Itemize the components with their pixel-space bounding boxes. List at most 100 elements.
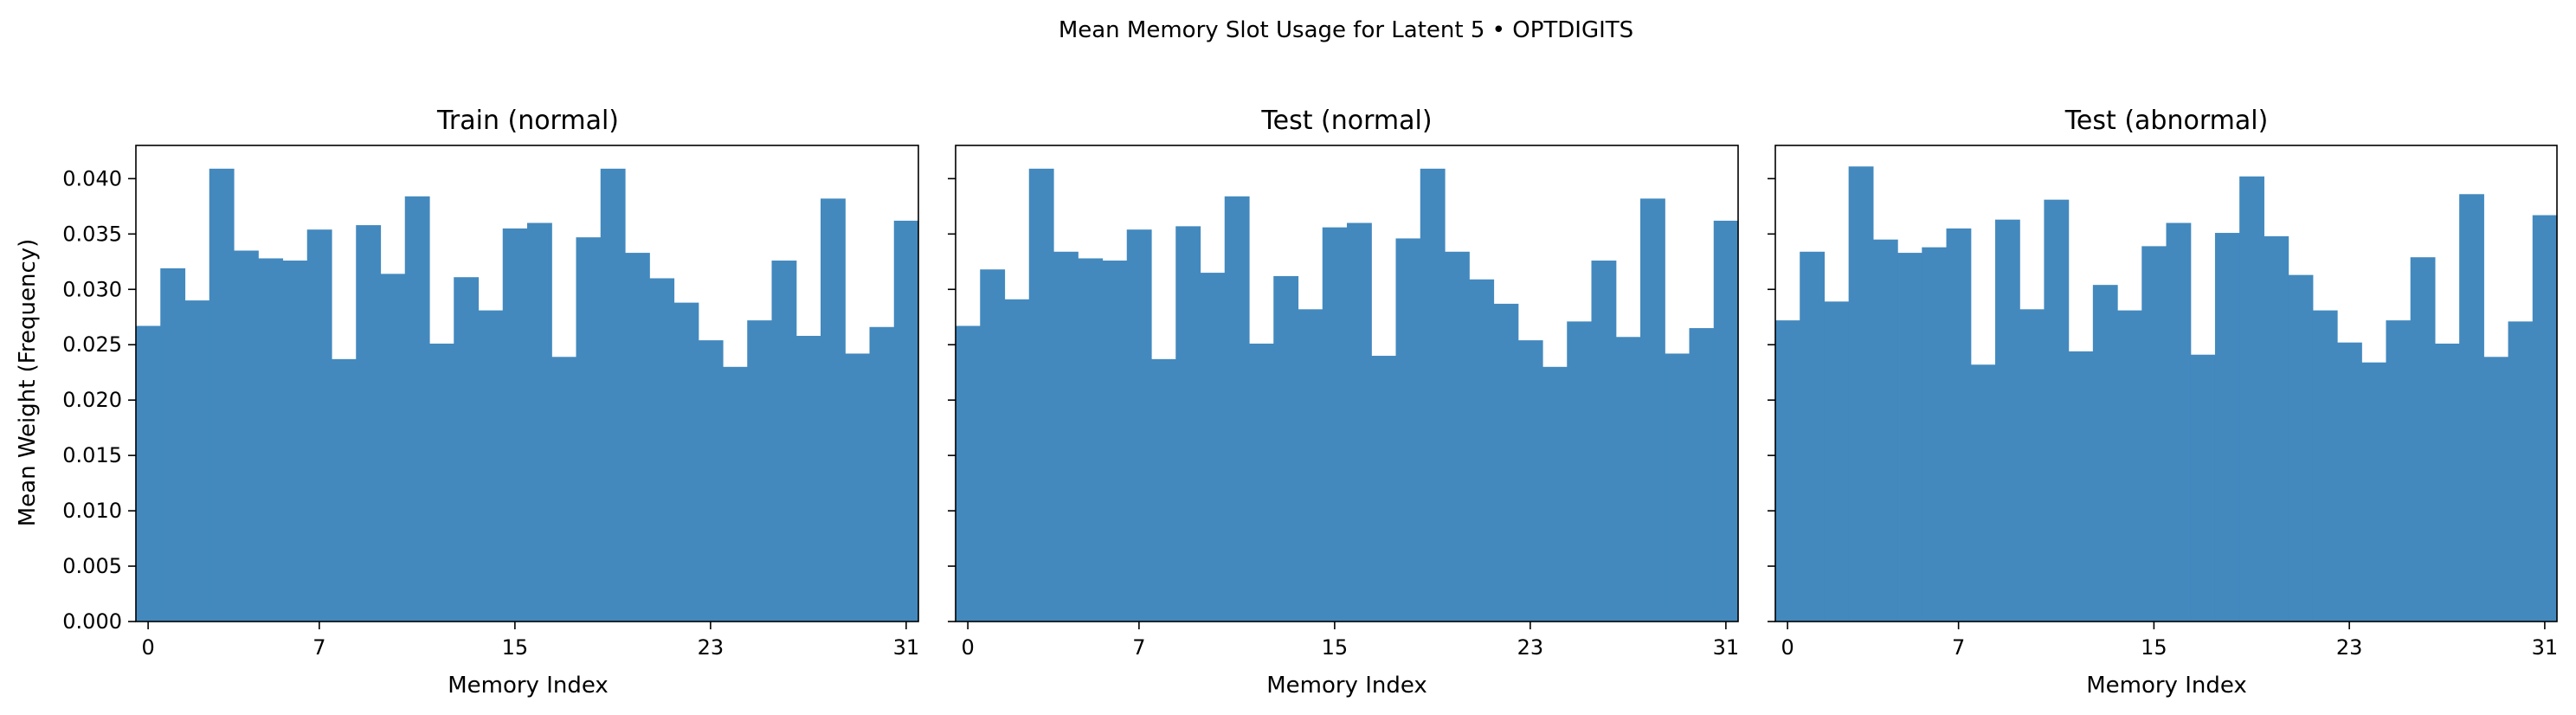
y-axis-label: Mean Weight (Frequency) (15, 239, 41, 527)
bar-slot-29 (2483, 357, 2509, 622)
bar-slot-24 (2361, 362, 2387, 622)
x-axis-label: Memory Index (2086, 673, 2247, 699)
bar-slot-19 (1420, 168, 1446, 622)
x-axis-label: Memory Index (448, 673, 609, 699)
bar-slot-30 (1689, 328, 1715, 622)
bar-slot-10 (380, 274, 406, 622)
bar-slot-12 (2068, 351, 2094, 622)
bar-slot-2 (1824, 301, 1850, 622)
bar-slot-22 (2312, 310, 2338, 622)
bars (136, 168, 919, 622)
bar-slot-24 (1542, 366, 1568, 622)
bar-slot-17 (1371, 356, 1397, 622)
bar-slot-25 (1567, 321, 1593, 622)
bar-slot-11 (2044, 199, 2070, 622)
x-tick-label: 0 (961, 635, 974, 660)
bar-slot-22 (673, 302, 699, 622)
bar-slot-12 (429, 343, 454, 622)
bar-slot-18 (576, 237, 602, 622)
bar-slot-11 (404, 196, 430, 622)
panel-train-normal: Train (normal) Memory Index Mean Weight … (15, 106, 919, 699)
bar-slot-1 (160, 267, 186, 622)
bar-slot-15 (502, 228, 528, 622)
bar-slot-23 (2337, 342, 2362, 622)
bar-slot-4 (1053, 251, 1079, 622)
bar-slot-19 (2239, 176, 2264, 622)
bar-slot-31 (1713, 220, 1739, 622)
bar-slot-10 (2019, 309, 2045, 622)
x-tick-label: 23 (1517, 635, 1544, 660)
panel-test-abnormal: Test (abnormal) Memory Index 0 7 15 23 31 (1768, 106, 2558, 699)
x-tick-label: 7 (1952, 635, 1965, 660)
bar-slot-0 (136, 325, 161, 622)
bar-slot-8 (1970, 364, 1996, 622)
bar-slot-8 (332, 358, 357, 622)
bar-slot-26 (771, 261, 797, 622)
bar-slot-17 (2190, 354, 2216, 622)
bar-slot-7 (306, 229, 332, 622)
x-tick-label: 7 (312, 635, 325, 660)
y-tick-label: 0.025 (62, 332, 122, 357)
x-tick-label: 31 (1713, 635, 1740, 660)
bar-slot-27 (2434, 343, 2460, 622)
bar-slot-14 (1298, 309, 1323, 622)
bar-slot-17 (551, 357, 577, 622)
bar-slot-13 (454, 277, 480, 622)
bar-slot-7 (1126, 229, 1152, 622)
bar-slot-1 (1800, 251, 1826, 622)
bar-slot-18 (1395, 238, 1421, 622)
y-tick-label: 0.040 (62, 166, 122, 190)
bar-slot-0 (1775, 320, 1800, 622)
x-tick-label: 0 (1781, 635, 1794, 660)
bar-slot-2 (184, 300, 210, 622)
bar-slot-3 (209, 168, 235, 622)
bar-slot-4 (1872, 239, 1898, 622)
bar-slot-26 (1591, 261, 1617, 622)
panel-title: Test (abnormal) (2064, 106, 2269, 136)
y-tick-label: 0.015 (62, 443, 122, 467)
x-tick-label: 23 (698, 635, 724, 660)
bar-slot-23 (698, 340, 724, 622)
bar-slot-19 (600, 168, 626, 622)
bar-slot-11 (1224, 196, 1250, 622)
x-tick-label: 31 (893, 635, 920, 660)
bar-slot-13 (2092, 285, 2118, 622)
y-tick-label: 0.020 (62, 388, 122, 412)
bar-slot-24 (723, 366, 748, 622)
bar-slot-29 (1665, 353, 1690, 622)
bar-slot-9 (356, 225, 382, 622)
x-tick-label: 23 (2336, 635, 2363, 660)
x-tick-label: 15 (2141, 635, 2167, 660)
bar-slot-5 (258, 258, 284, 622)
bar-slot-30 (869, 326, 895, 622)
panel-test-normal: Test (normal) Memory Index 0 7 15 23 31 (948, 106, 1739, 699)
bar-slot-31 (2532, 215, 2558, 622)
panel-title: Train (normal) (436, 106, 619, 136)
bar-slot-27 (795, 336, 821, 622)
bar-slot-31 (893, 220, 919, 622)
bar-slot-15 (1322, 227, 1348, 622)
bar-slot-7 (1946, 228, 1972, 622)
bar-slot-6 (1922, 247, 1948, 622)
bar-slot-21 (649, 278, 675, 622)
x-tick-label: 15 (1322, 635, 1349, 660)
bar-slot-28 (2459, 194, 2484, 622)
y-tick-label: 0.010 (62, 499, 122, 523)
y-tick-label: 0.030 (62, 277, 122, 301)
bar-slot-16 (527, 222, 552, 622)
y-tick-label: 0.005 (62, 554, 122, 578)
bar-slot-22 (1493, 303, 1519, 622)
bar-slot-20 (2264, 235, 2289, 622)
bar-slot-12 (1249, 343, 1274, 622)
bar-slot-26 (2410, 257, 2436, 622)
bar-slot-3 (1848, 166, 1874, 622)
bar-slot-16 (1347, 222, 1372, 622)
x-tick-label: 7 (1132, 635, 1145, 660)
bars (956, 168, 1739, 622)
bar-slot-20 (1445, 251, 1470, 622)
bar-slot-30 (2508, 321, 2534, 622)
bar-slot-5 (1897, 253, 1922, 622)
bar-slot-18 (2214, 233, 2240, 622)
bar-slot-13 (1273, 275, 1299, 622)
